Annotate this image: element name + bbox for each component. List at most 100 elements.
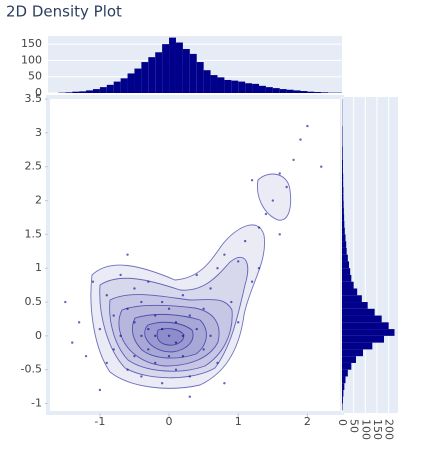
point [133,287,136,290]
bar [342,389,344,397]
point [209,287,212,290]
bar [300,91,308,93]
bar [342,322,389,330]
point [147,280,150,283]
bar [169,37,176,93]
point [299,138,302,141]
main-panel [46,95,344,415]
bar [342,362,352,370]
contour [257,173,292,221]
bar [189,53,197,93]
point [174,321,178,324]
point [147,327,150,331]
contour [109,294,233,372]
bar [342,342,373,350]
point [195,327,198,331]
bar [120,78,128,93]
bar [148,57,156,93]
bar [314,92,322,93]
bar [265,87,273,93]
point [278,172,281,175]
point [71,341,74,344]
y-tick-label: 1 [35,261,42,274]
point [154,334,157,338]
point [188,395,192,398]
y-tick-label: 100 [21,53,42,66]
y-tick-label: 150 [21,37,42,50]
bar [342,214,345,221]
bar [127,73,135,93]
point [174,341,178,344]
bar [342,315,382,323]
chart-title: 2D Density Plot [6,3,122,21]
y-tick-label: 0 [35,86,42,99]
bar [279,89,287,93]
bar [342,227,345,235]
y-tick-label: 2 [35,194,42,207]
point [160,382,164,385]
bar [342,254,348,262]
bar [342,186,344,194]
bar [342,207,344,215]
bar [141,62,149,93]
x-tick-label: 2 [304,415,311,428]
point [188,314,192,317]
point [285,185,288,189]
y-tick-label: 2.5 [25,160,43,173]
point [140,300,143,304]
point [181,334,185,338]
bar [210,75,218,93]
point [320,165,323,168]
bar [342,302,368,309]
bar [217,77,225,93]
point [147,348,150,351]
point [230,300,233,304]
x-tick-label: 150 [371,419,384,440]
bar [342,295,362,303]
x-tick-label: 100 [359,419,372,440]
point [126,368,129,371]
point [195,273,198,277]
x-tick-label: 200 [383,419,396,440]
point [216,266,219,270]
bar [342,308,375,316]
point [112,348,115,351]
y-tick-label: 3 [35,126,42,139]
bar [196,62,204,93]
y-tick-label: 0.5 [25,295,43,308]
point [271,199,275,202]
bar [86,90,93,93]
bar [342,180,344,187]
point [216,361,219,365]
y-tick-label: 3.5 [25,92,43,105]
bar [342,396,343,404]
x-tick-label: -1 [94,415,105,428]
point [202,348,205,351]
point [105,294,109,297]
bar [134,68,142,93]
point [105,361,109,365]
bar [342,329,395,336]
bar [342,220,345,228]
point [140,334,143,338]
bar [342,173,344,181]
point [154,361,157,365]
bar [182,49,190,93]
bar [92,89,100,93]
y-tick-label: 50 [28,70,42,83]
bar [175,42,183,93]
bar [65,92,73,93]
bar [238,81,246,93]
point [306,124,309,128]
x-tick-label: 0 [166,415,173,428]
bar [286,89,294,93]
bar [224,79,232,93]
bar [342,241,347,248]
bar [342,369,348,377]
point [140,375,143,378]
point [91,280,95,283]
bar [293,90,301,93]
y-tick-label: 1.5 [25,227,43,240]
bar [342,200,344,208]
